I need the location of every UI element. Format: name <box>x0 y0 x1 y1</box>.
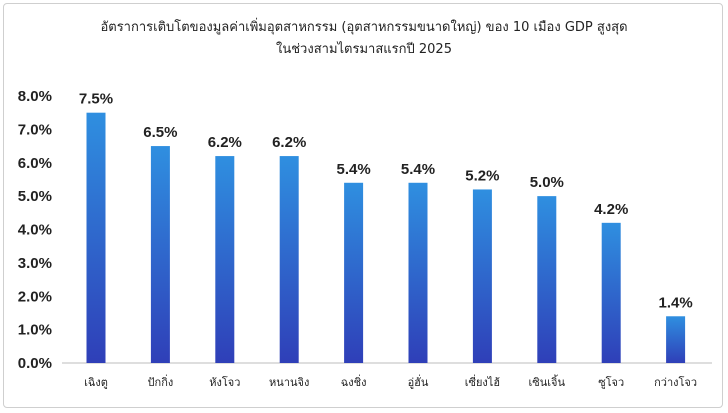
bar <box>86 112 106 363</box>
x-tick-label: กว่างโจว <box>654 375 697 389</box>
data-label: 6.2% <box>208 134 242 151</box>
x-tick-label: เซี่ยงไฮ้ <box>465 374 500 389</box>
bar <box>537 196 557 363</box>
bar <box>666 316 686 363</box>
x-tick-label: ซูโจว <box>598 375 624 389</box>
data-label: 5.4% <box>401 161 435 178</box>
data-label: 7.5% <box>79 91 113 108</box>
data-label: 5.2% <box>465 167 499 184</box>
y-tick-label: 4.0% <box>18 222 52 239</box>
bar <box>601 222 621 363</box>
data-label: 1.4% <box>658 294 692 311</box>
y-tick-label: 0.0% <box>18 355 52 372</box>
data-label: 6.2% <box>272 134 306 151</box>
y-tick-label: 3.0% <box>18 255 52 272</box>
x-tick-label: ปักกิ่ง <box>148 374 174 389</box>
bar <box>472 189 492 363</box>
y-tick-label: 1.0% <box>18 322 52 339</box>
bar <box>150 146 170 363</box>
y-tick-label: 7.0% <box>18 121 52 138</box>
y-tick-label: 2.0% <box>18 288 52 305</box>
bar <box>408 182 428 363</box>
x-tick-label: หนานจิง <box>269 376 309 389</box>
bar <box>215 156 235 363</box>
y-tick-label: 6.0% <box>18 155 52 172</box>
x-tick-label: หังโจว <box>209 375 240 389</box>
x-tick-label: อู่ฮั่น <box>408 374 429 389</box>
chart-title: อัตราการเติบโตของมูลค่าเพิ่มอุตสาหกรรม (… <box>100 20 628 35</box>
data-label: 5.0% <box>530 174 564 191</box>
x-tick-label: ฉงชิ่ง <box>341 374 367 389</box>
data-label: 5.4% <box>336 161 370 178</box>
bar <box>279 156 299 363</box>
data-label: 6.5% <box>143 124 177 141</box>
y-tick-label: 5.0% <box>18 188 52 205</box>
x-tick-label: เฉิงตู <box>84 376 108 389</box>
bar <box>344 182 364 363</box>
x-tick-label: เซินเจิ้น <box>529 374 566 389</box>
data-label: 4.2% <box>594 201 628 218</box>
chart-subtitle: ในช่วงสามไตรมาสแรกปี 2025 <box>276 42 452 57</box>
y-tick-label: 8.0% <box>18 88 52 105</box>
